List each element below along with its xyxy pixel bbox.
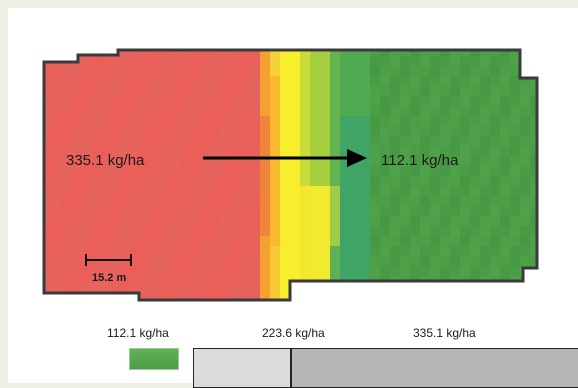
legend-mid-label: 223.6 kg/ha bbox=[262, 326, 325, 340]
field-boundary bbox=[42, 48, 539, 302]
legend-bar-light bbox=[193, 348, 291, 388]
legend-bar-dark bbox=[291, 348, 578, 388]
scale-bar-label: 15.2 m bbox=[92, 272, 127, 284]
rate-transition-arrow bbox=[203, 149, 367, 167]
legend-high-label: 335.1 kg/ha bbox=[413, 326, 476, 340]
end-rate-label: 112.1 kg/ha bbox=[381, 152, 459, 169]
field-rate-grid bbox=[44, 50, 537, 300]
legend-green-swatch bbox=[129, 348, 179, 370]
scale-bar bbox=[85, 254, 132, 266]
start-rate-label: 335.1 kg/ha bbox=[66, 152, 145, 169]
legend-low-label: 112.1 kg/ha bbox=[107, 326, 169, 340]
